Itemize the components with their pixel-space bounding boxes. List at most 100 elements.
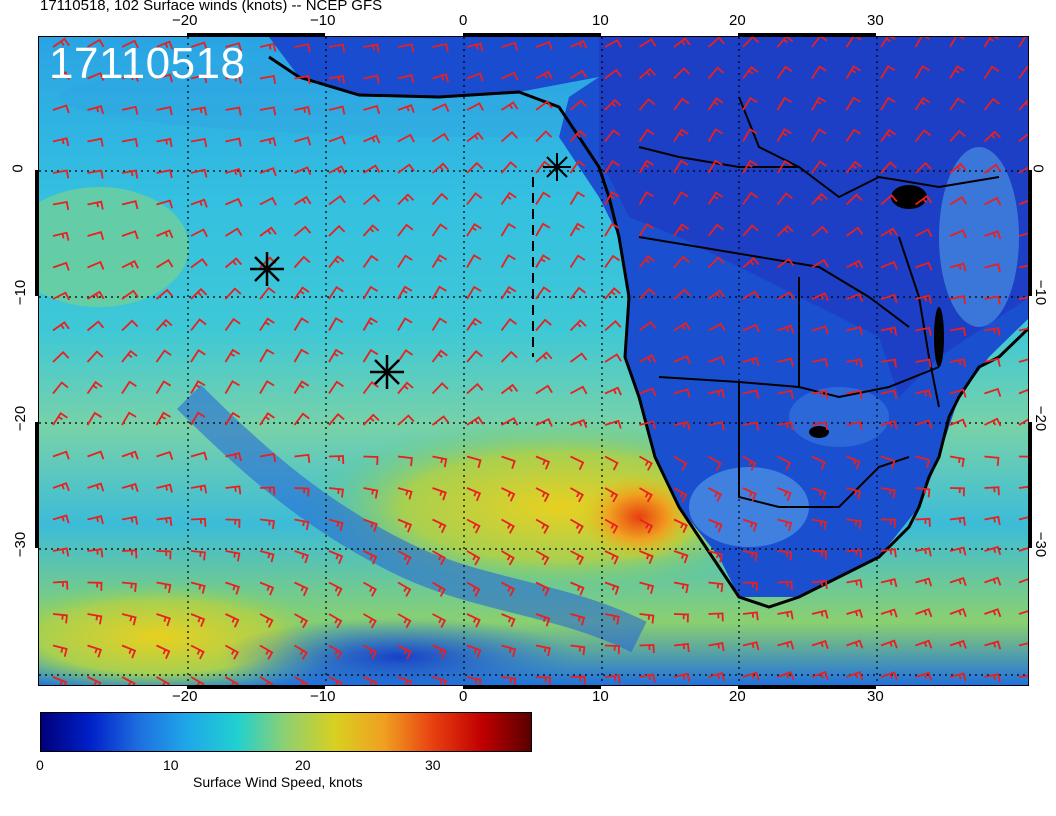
wind-barb <box>466 102 484 111</box>
wind-barb <box>328 676 343 685</box>
wind-barb <box>190 137 208 148</box>
wind-barb <box>259 518 275 530</box>
wind-barb <box>294 550 309 564</box>
wind-barb <box>501 676 517 685</box>
wind-barb <box>121 380 137 394</box>
wind-barb <box>742 159 758 174</box>
wind-barb <box>673 455 688 471</box>
wind-barb <box>52 644 68 657</box>
wind-barb <box>604 613 620 625</box>
wind-barb <box>224 317 241 332</box>
wind-barb <box>742 487 757 502</box>
wind-barb <box>845 193 863 206</box>
wind-barb <box>845 128 862 142</box>
wind-barb <box>87 230 105 241</box>
wind-barb <box>501 613 516 628</box>
wind-barb <box>466 72 484 82</box>
wind-barb <box>846 639 864 649</box>
wind-barb <box>500 191 517 206</box>
wind-barb <box>225 74 242 84</box>
wind-barb <box>604 419 622 429</box>
wind-barb <box>949 327 967 337</box>
colorbar-tick-label: 10 <box>163 757 179 773</box>
wind-barb <box>846 420 863 430</box>
wind-barb <box>397 163 415 174</box>
wind-barb <box>259 644 274 660</box>
wind-barb <box>397 223 414 237</box>
wind-barb <box>121 613 137 626</box>
wind-barb <box>397 104 415 114</box>
wind-barb <box>535 286 552 300</box>
wind-barb <box>466 350 483 363</box>
wind-barb <box>811 579 828 589</box>
left-axis-label: −20 <box>12 405 30 432</box>
wind-barb <box>777 357 794 367</box>
wind-barb <box>880 389 898 399</box>
wind-barb <box>190 41 208 51</box>
wind-barb <box>604 674 621 684</box>
wind-barb <box>87 482 105 492</box>
wind-barb <box>535 518 550 534</box>
wind-barbs <box>52 37 1028 685</box>
wind-barb <box>535 487 550 503</box>
wind-barb <box>811 639 829 649</box>
asterisk-marker <box>543 153 571 181</box>
wind-barb <box>225 676 239 685</box>
wind-barb <box>570 487 584 503</box>
wind-barb <box>294 676 309 685</box>
wind-barb <box>880 518 896 528</box>
wind-barb <box>259 106 277 116</box>
wind-barb <box>225 167 243 178</box>
top-axis-label: 30 <box>867 12 884 29</box>
wind-barb <box>294 487 310 497</box>
wind-barb <box>949 546 967 556</box>
wind-barb <box>397 581 412 597</box>
wind-barb <box>570 581 585 596</box>
wind-barb <box>811 65 827 79</box>
wind-barb <box>466 455 482 469</box>
wind-barb <box>1018 264 1028 269</box>
wind-barb <box>569 254 586 268</box>
wind-barb <box>604 581 620 595</box>
wind-barb <box>1018 578 1028 584</box>
wind-barb <box>742 421 760 431</box>
wind-barb <box>949 516 966 526</box>
wind-barb <box>87 169 104 179</box>
wind-barb <box>742 581 758 592</box>
wind-barb <box>880 260 898 270</box>
wind-barb <box>1018 610 1028 615</box>
wind-barb <box>777 291 795 301</box>
wind-barb <box>707 256 725 269</box>
wind-barb <box>87 450 105 460</box>
wind-barb <box>880 293 898 303</box>
wind-barb <box>742 96 758 111</box>
wind-barb <box>949 195 967 206</box>
wind-barb <box>811 455 826 471</box>
wind-barb <box>363 613 377 629</box>
wind-barb <box>225 613 240 628</box>
wind-barb <box>742 66 759 80</box>
wind-barb <box>673 421 691 431</box>
wind-barb <box>777 671 795 681</box>
wind-barb <box>776 224 794 237</box>
wind-barb <box>501 550 515 566</box>
wind-barb <box>915 517 931 527</box>
wind-barb <box>949 608 967 618</box>
wind-barb <box>880 161 897 174</box>
wind-barb <box>190 676 205 685</box>
wind-barb <box>1018 674 1028 678</box>
wind-barb <box>397 317 413 331</box>
wind-barb <box>811 609 829 619</box>
wind-barb <box>742 224 759 237</box>
wind-barb <box>1018 418 1028 426</box>
wind-barb <box>846 578 863 589</box>
wind-barb <box>225 42 242 52</box>
wind-barb <box>1018 296 1028 300</box>
wind-barb <box>259 676 274 685</box>
wind-barb <box>259 42 277 52</box>
wind-barb <box>984 486 1000 496</box>
wind-barb <box>156 676 171 685</box>
wind-barb <box>673 581 689 594</box>
wind-barb <box>638 255 655 269</box>
